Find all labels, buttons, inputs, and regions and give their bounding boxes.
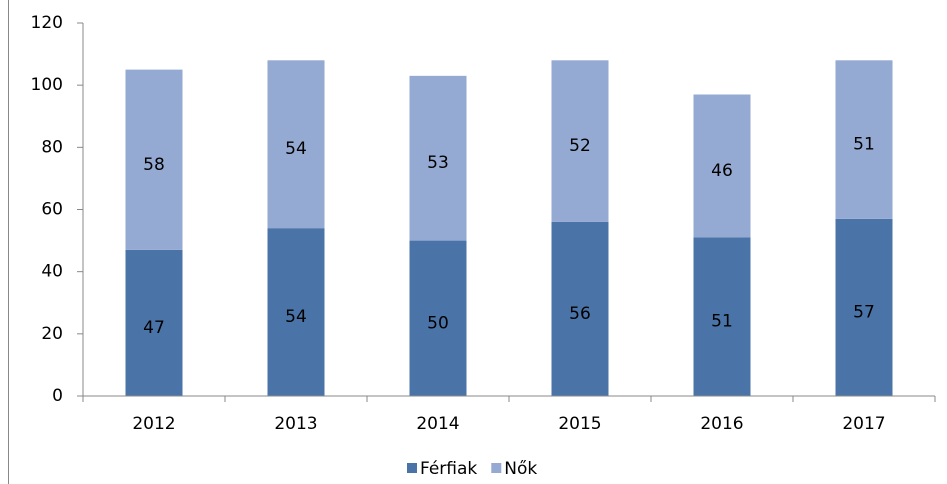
x-tick-label: 2014	[416, 414, 459, 434]
data-label: 54	[285, 307, 307, 327]
data-label: 52	[569, 136, 591, 156]
data-label: 53	[427, 153, 449, 173]
bar-segment	[125, 69, 183, 250]
bar-segment	[835, 218, 893, 396]
y-tick-label: 0	[52, 386, 63, 406]
data-label: 51	[853, 135, 875, 155]
data-label: 56	[569, 304, 591, 324]
bar-segment	[551, 60, 609, 222]
bar-segment	[267, 60, 325, 229]
data-label: 57	[853, 302, 875, 322]
data-label: 51	[711, 312, 733, 332]
y-tick-label: 60	[41, 200, 63, 220]
x-tick-label: 2013	[274, 414, 317, 434]
y-tick-label: 20	[41, 324, 63, 344]
x-tick-label: 2015	[558, 414, 601, 434]
data-label: 47	[143, 318, 165, 338]
bar-segment	[693, 94, 751, 238]
x-tick-label: 2012	[132, 414, 175, 434]
x-tick-label: 2017	[842, 414, 885, 434]
data-label: 50	[427, 313, 449, 333]
y-tick-label: 80	[41, 137, 63, 157]
bar-segment	[835, 60, 893, 219]
bar-segment	[693, 237, 751, 396]
bar-segment	[409, 240, 467, 396]
data-label: 46	[711, 161, 733, 181]
legend-swatch	[407, 463, 417, 473]
bar-segment	[551, 221, 609, 396]
x-tick-label: 2016	[700, 414, 743, 434]
legend-swatch	[491, 463, 502, 473]
legend-label: Nők	[504, 459, 537, 479]
y-tick-label: 40	[41, 262, 63, 282]
bar-segment	[409, 75, 467, 241]
y-tick-label: 120	[31, 13, 63, 33]
y-tick-label: 100	[31, 75, 63, 95]
bar-segment	[125, 249, 183, 396]
bar-segment	[267, 228, 325, 396]
legend-label: Férfiak	[420, 459, 477, 479]
data-label: 58	[143, 155, 165, 175]
data-label: 54	[285, 139, 307, 159]
